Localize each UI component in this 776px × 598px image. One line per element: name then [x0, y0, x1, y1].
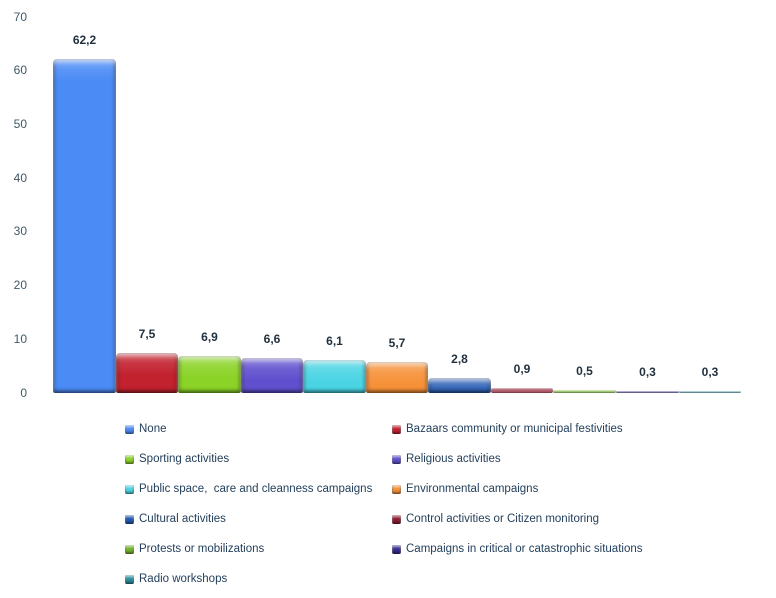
y-tick-label: 0	[20, 385, 27, 400]
legend-item-10: Radio workshops	[125, 571, 227, 587]
bar-4	[303, 360, 366, 393]
bar-6	[428, 378, 491, 393]
bar-value-label: 6,1	[326, 334, 343, 348]
legend-label: None	[139, 423, 167, 435]
bar-1	[116, 353, 178, 393]
legend: None Bazaars community or municipal festi…	[0, 414, 776, 598]
bar-value-label: 5,7	[388, 336, 406, 350]
y-tick-label: 60	[13, 63, 27, 78]
bar-value-label: 0,9	[513, 362, 531, 376]
bar-7	[491, 388, 553, 393]
y-tick-label: 40	[13, 170, 27, 185]
bar-2	[178, 356, 241, 393]
legend-label: Bazaars community or municipal festiviti…	[406, 423, 623, 435]
legend-item-0: None	[125, 421, 167, 437]
legend-label: Environmental campaigns	[406, 483, 539, 495]
bar-3	[241, 358, 303, 393]
legend-label: Protests or mobilizations	[139, 543, 265, 555]
bar-value-label: 0,3	[639, 365, 656, 379]
legend-item-4: Public space, care and cleanness campaig…	[125, 481, 372, 497]
legend-swatch-icon	[125, 514, 134, 524]
legend-label: Sporting activities	[139, 453, 230, 465]
legend-swatch-icon	[392, 484, 401, 494]
bar-9	[616, 391, 679, 393]
legend-swatch-icon	[125, 424, 134, 434]
bar-value-label: 0,5	[576, 364, 593, 378]
legend-item-9: Campaigns in critical or catastrophic si…	[392, 541, 643, 557]
bar-8	[553, 390, 616, 393]
legend-swatch-icon	[125, 574, 134, 584]
legend-swatch-icon	[125, 484, 134, 494]
bar-10	[679, 391, 741, 393]
legend-item-6: Cultural activities	[125, 511, 226, 527]
legend-swatch-icon	[392, 544, 401, 554]
legend-swatch-icon	[392, 424, 401, 434]
y-tick-label: 50	[13, 116, 27, 131]
legend-item-2: Sporting activities	[125, 451, 229, 467]
bar-0	[53, 59, 116, 393]
legend-item-7: Control activities or Citizen monitoring	[392, 511, 599, 527]
legend-swatch-icon	[125, 454, 134, 464]
legend-label: Campaigns in critical or catastrophic si…	[406, 543, 643, 555]
y-tick-label: 30	[13, 224, 27, 239]
legend-label: Radio workshops	[139, 573, 228, 585]
legend-item-5: Environmental campaigns	[392, 481, 538, 497]
bar-value-label: 7,5	[138, 327, 156, 341]
bar-value-label: 0,3	[701, 365, 719, 379]
legend-label: Religious activities	[406, 453, 501, 465]
legend-label: Control activities or Citizen monitoring	[406, 513, 600, 525]
bar-value-label: 2,8	[451, 352, 468, 366]
bar-value-label: 62,2	[72, 33, 97, 47]
legend-item-1: Bazaars community or municipal festiviti…	[392, 421, 623, 437]
y-tick-label: 10	[13, 331, 27, 346]
bar-value-label: 6,9	[201, 330, 218, 344]
plot-area: 0 10 20 30 40 50 60 70 62,2 7,5 6,9 6,6 6,1 5,7 2,8 0,9…	[13, 9, 741, 400]
legend-label: Public space, care and cleanness campaig…	[139, 483, 373, 495]
legend-swatch-icon	[392, 514, 401, 524]
legend-item-3: Religious activities	[392, 451, 501, 467]
bar-value-label: 6,6	[263, 332, 281, 346]
legend-item-8: Protests or mobilizations	[125, 541, 264, 557]
bar-5	[366, 362, 428, 393]
y-tick-label: 70	[13, 9, 27, 24]
legend-label: Cultural activities	[139, 513, 226, 525]
y-tick-label: 20	[13, 278, 27, 293]
legend-swatch-icon	[392, 454, 401, 464]
legend-swatch-icon	[125, 544, 134, 554]
